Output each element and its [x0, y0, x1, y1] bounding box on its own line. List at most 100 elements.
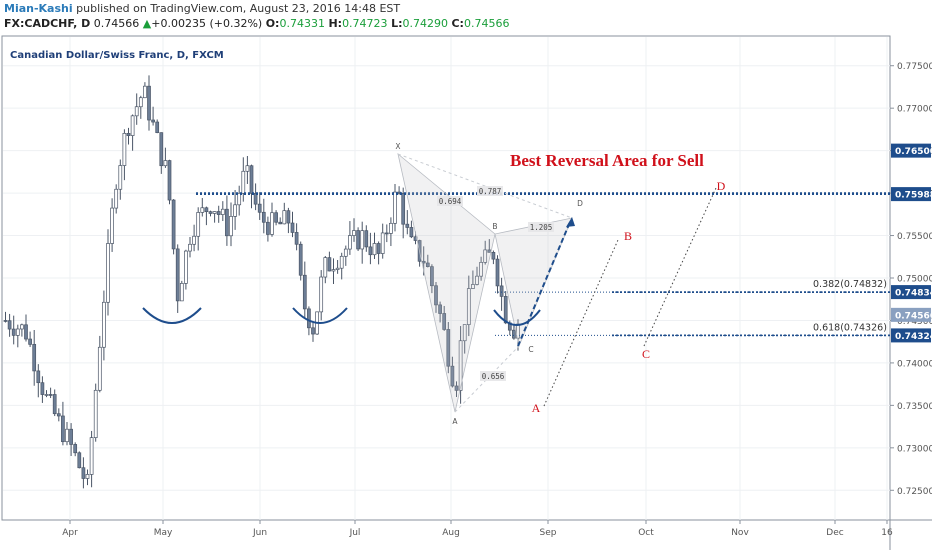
candle	[302, 274, 307, 310]
candle	[323, 257, 328, 278]
candle	[61, 415, 65, 443]
chart-header: Mian-Kashi published on TradingView.com,…	[0, 0, 932, 34]
open-value: 0.74331	[279, 17, 325, 30]
candle	[216, 211, 221, 215]
price-badge	[891, 143, 931, 158]
candle	[294, 232, 299, 245]
candle	[40, 382, 45, 395]
candle	[438, 304, 442, 314]
price-badge-label: 0.74834	[895, 289, 932, 299]
candle	[184, 250, 188, 284]
price-badge	[891, 285, 931, 300]
candle	[97, 346, 102, 391]
projection-point-b: B	[624, 229, 632, 243]
y-tick-label: 0.73000	[897, 444, 932, 454]
candle	[434, 285, 438, 306]
price-badge-label: 0.74566	[895, 311, 932, 321]
candle	[208, 211, 213, 214]
candle	[138, 97, 143, 108]
candle	[28, 338, 32, 345]
candle	[253, 193, 258, 205]
support-arc	[142, 307, 202, 324]
projection-arrow	[517, 221, 571, 347]
candle	[446, 329, 451, 367]
candle	[499, 285, 504, 297]
support-arc	[292, 307, 348, 324]
y-tick-label: 0.77000	[897, 105, 932, 115]
candle	[372, 243, 377, 256]
candle	[454, 385, 459, 391]
candle	[81, 467, 86, 479]
x-tick-label: Sep	[540, 528, 557, 538]
candle	[7, 320, 12, 330]
candle	[471, 284, 475, 289]
candle	[93, 389, 98, 439]
candle	[257, 203, 262, 213]
close-label: C:	[451, 17, 464, 30]
candle	[233, 204, 237, 217]
pattern-point-d: D	[577, 199, 583, 208]
candle	[3, 320, 8, 322]
candle	[327, 257, 332, 272]
candle	[401, 193, 406, 225]
candle	[278, 221, 283, 225]
ohlc-line: FX:CADCHF, D 0.74566 ▲+0.00235 (+0.32%) …	[4, 17, 509, 30]
candle	[425, 262, 430, 268]
projection-point-d: D	[717, 179, 726, 193]
price-chart[interactable]: 0.775000.770000.765000.760000.755000.750…	[0, 34, 932, 550]
candle	[69, 428, 73, 445]
candle	[110, 207, 114, 244]
change-value: +0.00235 (+0.32%)	[151, 17, 263, 30]
candle	[36, 370, 41, 384]
candle	[241, 170, 246, 194]
arrow-head-icon	[566, 217, 575, 227]
candle	[147, 85, 151, 121]
publisher-link[interactable]: Mian-Kashi	[4, 2, 73, 15]
candle	[343, 248, 348, 257]
high-label: H:	[328, 17, 343, 30]
candle	[245, 165, 250, 172]
support-arc	[493, 309, 541, 326]
pattern-ratio: 0.656	[482, 372, 505, 381]
projection-cd	[643, 187, 717, 347]
candle	[442, 313, 447, 330]
candle	[237, 192, 242, 206]
price-badge-label: 0.75988	[895, 191, 932, 201]
candle	[495, 258, 500, 287]
ratio-box	[528, 222, 554, 232]
candle	[430, 266, 434, 287]
y-tick-label: 0.72500	[897, 487, 932, 497]
ratio-box	[480, 371, 506, 381]
ratio-box	[477, 186, 503, 196]
pattern-xab	[397, 152, 496, 413]
y-tick-label: 0.77500	[897, 62, 932, 72]
candle	[163, 160, 168, 167]
candle	[298, 243, 303, 276]
candle	[32, 343, 37, 372]
candle	[409, 227, 414, 238]
candle	[48, 394, 53, 396]
price-badge	[891, 187, 931, 202]
candle	[229, 216, 233, 237]
candle	[44, 394, 49, 396]
candle	[311, 327, 315, 335]
candle	[77, 452, 82, 469]
candle	[225, 208, 229, 237]
candle	[192, 235, 196, 245]
candle	[405, 223, 410, 228]
candle	[20, 324, 24, 330]
candle	[118, 165, 123, 190]
candle	[380, 232, 385, 254]
candle	[143, 85, 147, 99]
published-text: published on TradingView.com, August 23,…	[76, 2, 401, 15]
candle	[175, 248, 180, 302]
price-badge-label: 0.74324	[895, 332, 932, 342]
candle	[266, 221, 270, 235]
headline-annotation: Best Reversal Area for Sell	[510, 151, 704, 170]
candle	[339, 255, 344, 269]
candle	[393, 191, 397, 224]
pattern-point-c: C	[528, 345, 533, 354]
candle	[73, 444, 78, 454]
candle	[151, 119, 155, 123]
candle	[282, 210, 287, 225]
